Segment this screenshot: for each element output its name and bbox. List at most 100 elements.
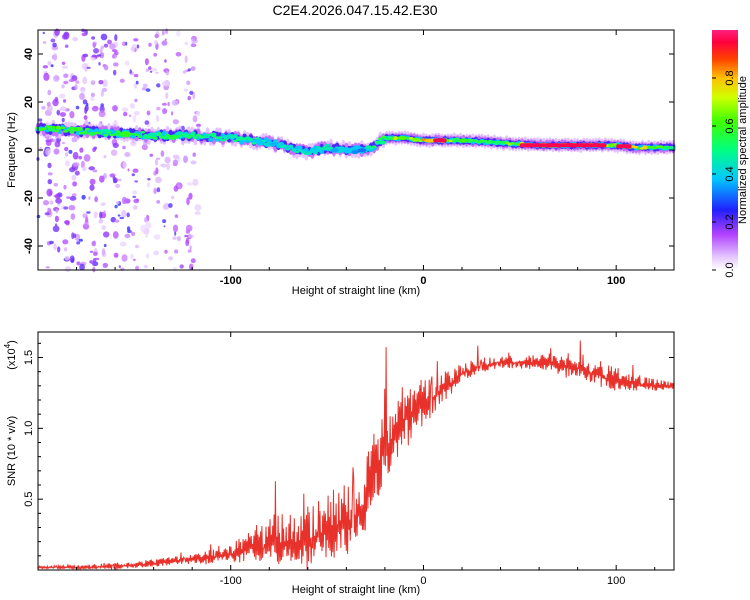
noise-speckle — [114, 34, 118, 42]
noise-speckle — [81, 32, 87, 37]
ridge-cell — [371, 145, 377, 148]
noise-speckle — [130, 46, 136, 52]
noise-speckle — [64, 146, 69, 152]
noise-speckle — [140, 224, 147, 232]
noise-speckle — [164, 249, 168, 254]
ridge-cell — [297, 145, 303, 151]
noise-speckle — [93, 146, 97, 150]
snr-y-scale: (x104) — [3, 340, 18, 370]
noise-speckle — [61, 84, 65, 89]
ridge-cell — [195, 133, 201, 137]
snr-panel: -100 0 100 0.5 1.0 1.5 Height of straight li… — [3, 331, 675, 596]
noise-speckle — [161, 40, 168, 46]
noise-speckle — [86, 102, 89, 107]
noise-speckle — [99, 211, 103, 219]
noise-speckle — [54, 223, 58, 227]
noise-speckle — [49, 200, 54, 205]
noise-speckle — [135, 80, 139, 85]
noise-speckle — [90, 260, 94, 265]
noise-speckle — [112, 142, 119, 148]
noise-speckle — [155, 71, 159, 74]
noise-speckle — [121, 254, 128, 262]
noise-speckle — [153, 52, 158, 57]
noise-speckle — [101, 225, 106, 230]
noise-speckle — [53, 74, 60, 82]
y-tick-label: 0.5 — [23, 492, 35, 507]
noise-speckle — [71, 193, 77, 197]
noise-speckle — [50, 64, 54, 68]
noise-speckle — [122, 145, 126, 150]
noise-speckle — [145, 231, 149, 238]
noise-speckle — [113, 62, 119, 67]
noise-speckle — [93, 108, 98, 111]
noise-speckle — [172, 224, 179, 233]
x-tick-label: -100 — [220, 575, 242, 587]
y-tick-label: -20 — [23, 190, 35, 206]
noise-speckle — [46, 101, 51, 107]
figure-title: C2E4.2026.047.15.42.E30 — [272, 2, 437, 18]
noise-speckle — [186, 182, 194, 186]
noise-speckle — [153, 187, 157, 195]
ridge-cell — [208, 137, 214, 142]
ridge-cell — [140, 131, 146, 134]
ridge-cell — [319, 147, 325, 151]
noise-speckle — [68, 204, 76, 211]
noise-speckle — [39, 146, 43, 152]
noise-speckle — [80, 87, 86, 91]
noise-speckle — [156, 83, 161, 88]
noise-speckle — [126, 212, 130, 218]
noise-speckle — [190, 66, 196, 71]
noise-speckle — [144, 58, 149, 66]
noise-speckle — [74, 84, 78, 91]
noise-speckle — [68, 79, 76, 82]
noise-speckle — [53, 195, 58, 198]
noise-speckle — [98, 110, 106, 118]
noise-speckle — [179, 264, 184, 269]
ridge-cell — [69, 131, 75, 134]
noise-speckle — [45, 148, 51, 156]
noise-speckle — [143, 264, 148, 269]
noise-speckle — [126, 229, 132, 234]
noise-speckle — [63, 80, 69, 85]
noise-speckle — [156, 200, 161, 204]
noise-speckle — [98, 62, 101, 66]
noise-speckle — [47, 104, 53, 113]
noise-speckle — [164, 156, 171, 164]
noise-speckle — [93, 211, 98, 219]
noise-speckle — [121, 107, 129, 112]
noise-speckle — [145, 68, 150, 72]
noise-speckle — [131, 190, 138, 195]
noise-speckle — [162, 108, 168, 115]
noise-speckle — [189, 90, 194, 95]
ridge-peak — [147, 132, 158, 137]
noise-speckle — [72, 151, 79, 160]
ridge-cell — [288, 145, 294, 148]
noise-speckle — [149, 153, 154, 157]
x-tick-label: -100 — [220, 275, 242, 287]
noise-speckle — [117, 214, 121, 217]
noise-speckle — [148, 66, 152, 70]
noise-speckle — [128, 114, 132, 117]
ridge-peak — [351, 150, 359, 155]
ridge-cell — [137, 135, 143, 138]
noise-speckle — [103, 64, 109, 71]
ridge-peak — [168, 135, 178, 140]
snr-y-scale-close: ) — [6, 340, 18, 344]
noise-speckle — [124, 60, 130, 66]
ridge-peak — [68, 126, 75, 131]
colorbar-tick-label: 0.2 — [724, 214, 736, 229]
colorbar-label: Normalized spectral amplitude — [737, 76, 749, 224]
noise-speckle — [102, 262, 109, 268]
noise-speckle — [176, 30, 181, 37]
noise-speckle — [118, 265, 121, 269]
ridge-peak — [74, 127, 83, 132]
noise-speckle — [99, 175, 105, 183]
noise-speckle — [136, 44, 140, 49]
noise-speckle — [118, 178, 122, 182]
noise-speckle — [49, 240, 54, 245]
noise-speckle — [150, 67, 158, 72]
noise-speckle — [44, 212, 50, 216]
noise-speckle — [42, 31, 45, 35]
noise-speckle — [184, 41, 189, 46]
